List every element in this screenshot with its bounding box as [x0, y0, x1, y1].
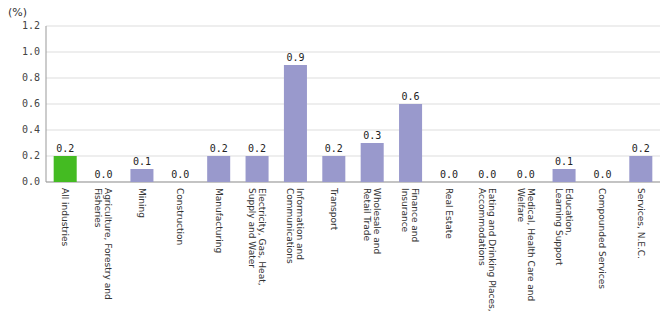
- y-tick-label: 0.4: [22, 124, 40, 135]
- x-tick-label: Compounded Services: [597, 188, 607, 289]
- bar: [629, 156, 652, 182]
- x-tick-label: Manufacturing: [214, 188, 224, 253]
- bar: [284, 65, 307, 182]
- y-tick-label: 0.2: [22, 150, 40, 161]
- bar: [246, 156, 269, 182]
- grid-line: [46, 52, 660, 53]
- x-tick-label: Wholesale andRetail Trade: [362, 188, 382, 254]
- data-label: 0.1: [555, 156, 573, 167]
- bar: [54, 156, 77, 182]
- x-tick-label: Transport: [329, 187, 339, 231]
- data-label: 0.2: [325, 143, 343, 154]
- x-tick-label: Real Estate: [444, 188, 454, 239]
- y-axis: 0.0 0.2 0.4 0.6 0.8 1.0 1.2: [22, 20, 40, 187]
- x-tick-label: Electricity, Gas, Heat,Supply and Water: [247, 188, 267, 286]
- y-axis-label: (%): [8, 6, 27, 19]
- bar: [130, 169, 153, 182]
- data-label: 0.0: [171, 169, 189, 180]
- grid-line: [46, 104, 660, 105]
- bars: [54, 65, 653, 182]
- bar: [591, 182, 614, 183]
- bar: [399, 104, 422, 182]
- x-tick-label: Education,Learning Support: [554, 188, 574, 266]
- bar: [361, 143, 384, 182]
- data-label: 0.0: [517, 169, 535, 180]
- x-tick-label: Medical, Health Care andWelfare: [516, 188, 536, 301]
- chart-container: 0.00.20.40.60.81.01.2(%)0.20.00.10.00.20…: [0, 0, 670, 324]
- grid-line: [46, 130, 660, 131]
- y-tick-label: 1.2: [22, 20, 40, 31]
- data-label: 0.9: [286, 52, 304, 63]
- x-tick-label: Agriculture, Forestry andFisheries: [93, 188, 113, 300]
- bar: [553, 169, 576, 182]
- y-tick-label: 0.6: [22, 98, 40, 109]
- bar: [514, 182, 537, 183]
- data-labels: 0.2 0.0 0.1 0.0 0.2 0.2 0.9 0.2 0.3 0.6 0.0 0.0 0.0 0…: [56, 52, 650, 180]
- x-tick-label: Construction: [175, 188, 185, 245]
- bar: [476, 182, 499, 183]
- data-label: 0.6: [402, 91, 420, 102]
- data-label: 0.1: [133, 156, 151, 167]
- data-label: 0.3: [363, 130, 381, 141]
- y-axis-line: [46, 26, 47, 182]
- data-label: 0.2: [56, 143, 74, 154]
- x-tick-label: Mining: [137, 188, 147, 218]
- data-label: 0.0: [95, 169, 113, 180]
- grid: [46, 26, 660, 182]
- y-tick-label: 0.8: [22, 72, 40, 83]
- data-label: 0.2: [632, 143, 650, 154]
- x-axis: All industries Agriculture, Forestry andF…: [60, 187, 646, 312]
- x-tick-label: Finance andInsurance: [400, 188, 420, 242]
- x-tick-label: Information andCommunications: [285, 188, 305, 264]
- data-label: 0.0: [478, 169, 496, 180]
- bar: [92, 182, 115, 183]
- data-label: 0.2: [210, 143, 228, 154]
- bar: [207, 156, 230, 182]
- bar: [437, 182, 460, 183]
- data-label: 0.0: [593, 169, 611, 180]
- data-label: 0.2: [248, 143, 266, 154]
- y-tick-label: 1.0: [22, 46, 40, 57]
- x-tick-label: All industries: [60, 188, 70, 247]
- x-tick-label: Eating and Drinking Places,Accommodation…: [477, 188, 497, 312]
- grid-line: [46, 26, 660, 27]
- y-tick-label: 0.0: [22, 176, 40, 187]
- data-label: 0.0: [440, 169, 458, 180]
- chart: 0.00.20.40.60.81.01.2(%)0.20.00.10.00.20…: [0, 0, 670, 324]
- x-tick-label: Services, N.E.C.: [636, 188, 646, 259]
- bar: [169, 182, 192, 183]
- grid-line: [46, 78, 660, 79]
- bar: [322, 156, 345, 182]
